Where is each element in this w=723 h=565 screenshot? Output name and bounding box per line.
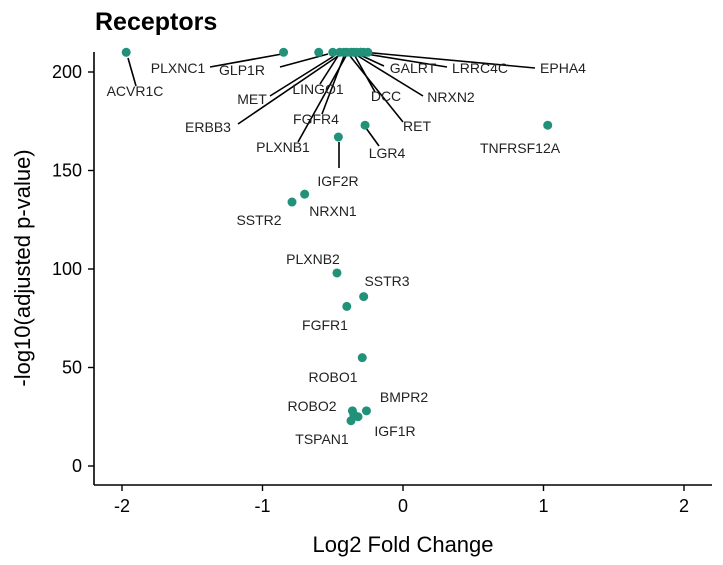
- data-point: [543, 120, 553, 130]
- x-tick-label: -1: [254, 496, 270, 516]
- data-point: [357, 353, 367, 363]
- x-axis-title: Log2 Fold Change: [312, 532, 493, 557]
- data-point: [279, 47, 289, 57]
- data-point: [349, 410, 359, 420]
- point-label: NRXN2: [427, 89, 475, 105]
- data-point: [287, 197, 297, 207]
- data-point: [342, 301, 352, 311]
- point-label: GALRT: [390, 60, 437, 76]
- data-point: [339, 47, 349, 57]
- x-tick-label: 1: [538, 496, 548, 516]
- point-label: ROBO2: [287, 398, 336, 414]
- point-label: ERBB3: [185, 119, 231, 135]
- point-label: LINGO1: [292, 81, 344, 97]
- x-axis: -2 -1 0 1 2: [114, 485, 689, 516]
- chart-title: Receptors: [95, 8, 217, 36]
- point-label: SSTR2: [236, 212, 281, 228]
- point-label: ACVR1C: [107, 83, 164, 99]
- data-point: [359, 292, 369, 302]
- leader-line: [361, 51, 536, 69]
- point-label: GLP1R: [219, 62, 265, 78]
- point-label: FGFR1: [302, 317, 348, 333]
- leader-line: [127, 57, 137, 87]
- point-label: TNFRSF12A: [480, 140, 561, 156]
- point-label: TSPAN1: [295, 431, 349, 447]
- leader-line: [209, 53, 283, 68]
- y-tick-label: 50: [62, 358, 82, 378]
- point-label: IGF2R: [317, 173, 358, 189]
- point-label: PLXNB1: [256, 139, 310, 155]
- leader-line: [237, 55, 339, 125]
- leader-line: [297, 55, 347, 143]
- data-point: [300, 189, 310, 199]
- point-label: IGF1R: [374, 423, 415, 439]
- data-point: [333, 132, 343, 142]
- point-label: DCC: [371, 88, 401, 104]
- data-point: [332, 268, 342, 278]
- leader-line: [365, 127, 380, 147]
- point-label: PLXNC1: [151, 60, 206, 76]
- y-axis: 0 50 100 150 200: [52, 62, 94, 476]
- y-axis-title: -log10(adjusted p-value): [10, 149, 35, 386]
- point-label: SSTR3: [364, 273, 409, 289]
- point-label: ROBO1: [308, 369, 357, 385]
- data-point: [314, 47, 324, 57]
- x-tick-label: -2: [114, 496, 130, 516]
- y-tick-label: 150: [52, 161, 82, 181]
- point-label: RET: [403, 118, 431, 134]
- point-label: LGR4: [369, 145, 406, 161]
- data-point: [361, 406, 371, 416]
- point-label: BMPR2: [380, 389, 428, 405]
- data-point: [363, 47, 373, 57]
- leader-line: [365, 53, 448, 68]
- point-label: EPHA4: [540, 60, 586, 76]
- point-label: FGFR4: [293, 111, 339, 127]
- point-label: NRXN1: [309, 203, 357, 219]
- point-label: PLXNB2: [286, 251, 340, 267]
- data-point: [349, 47, 359, 57]
- point-label: MET: [237, 91, 267, 107]
- y-tick-label: 200: [52, 62, 82, 82]
- leader-line: [319, 55, 339, 85]
- y-tick-label: 100: [52, 259, 82, 279]
- x-tick-label: 2: [679, 496, 689, 516]
- leader-line: [269, 55, 335, 97]
- point-label: LRRC4C: [452, 60, 508, 76]
- data-point: [121, 47, 131, 57]
- data-point: [328, 47, 338, 57]
- leader-line: [349, 55, 404, 123]
- data-point: [360, 120, 370, 130]
- leader-line: [357, 55, 424, 97]
- data-point: [356, 47, 366, 57]
- x-tick-label: 0: [398, 496, 408, 516]
- y-tick-label: 0: [72, 456, 82, 476]
